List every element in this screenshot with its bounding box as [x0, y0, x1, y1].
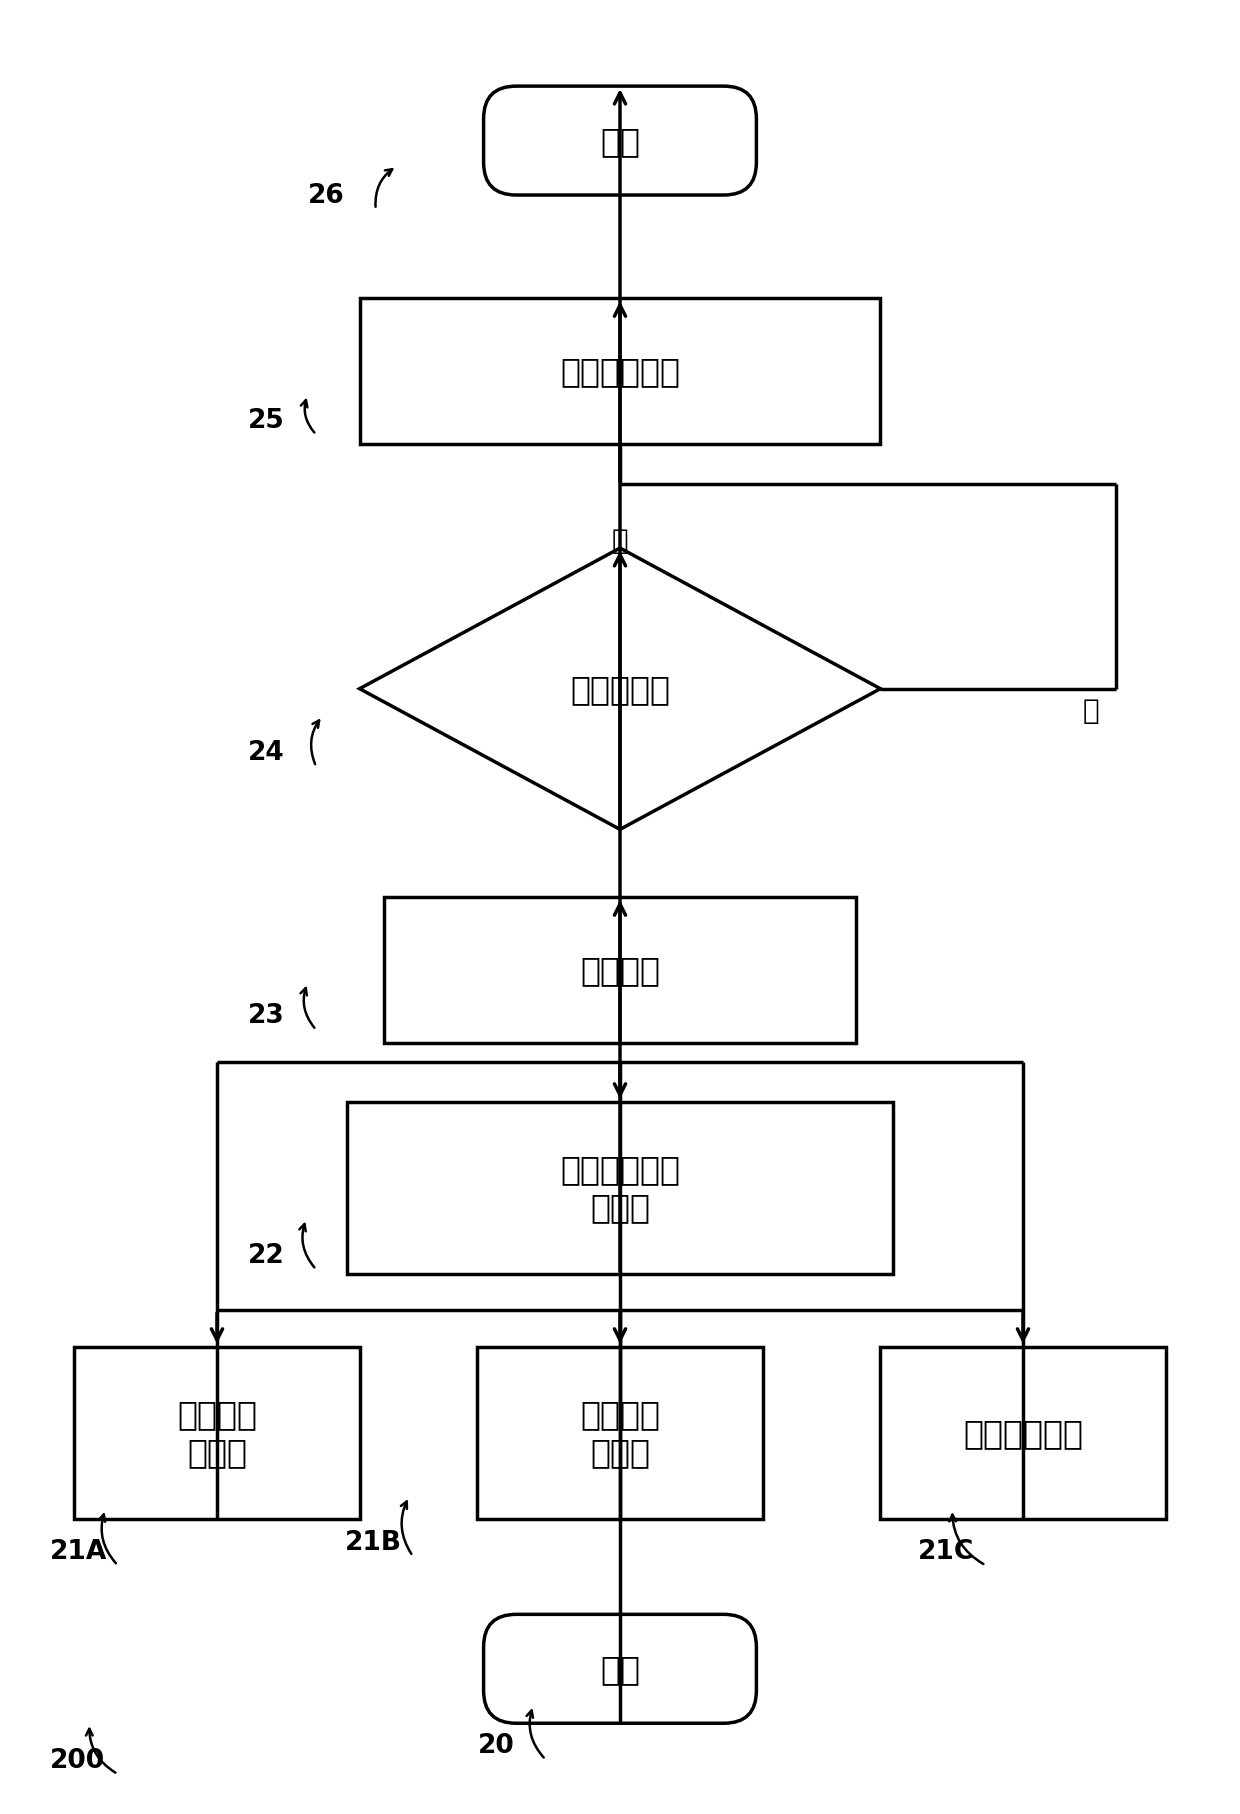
Text: 发出故障信号: 发出故障信号: [560, 356, 680, 388]
Text: 否: 否: [611, 526, 629, 555]
Text: 是: 是: [1083, 697, 1100, 726]
Text: 21A: 21A: [50, 1538, 107, 1564]
Text: 200: 200: [50, 1747, 104, 1772]
Text: 23: 23: [248, 1003, 285, 1029]
Bar: [74, 1348, 360, 1520]
Text: 21B: 21B: [345, 1529, 402, 1555]
Bar: [477, 1348, 763, 1520]
Bar: [347, 1103, 893, 1275]
Bar: [384, 898, 856, 1043]
Text: 开始: 开始: [600, 1653, 640, 1685]
Text: 确定第一滤波
的电流: 确定第一滤波 的电流: [560, 1152, 680, 1224]
Text: 20: 20: [477, 1732, 515, 1758]
Text: 确定第二
相电流: 确定第二 相电流: [580, 1397, 660, 1469]
FancyBboxPatch shape: [484, 87, 756, 196]
Text: 停止: 停止: [600, 125, 640, 158]
Text: 确定零序电流: 确定零序电流: [963, 1417, 1083, 1449]
Text: 22: 22: [248, 1243, 285, 1268]
Text: 相同方向？: 相同方向？: [570, 673, 670, 706]
Polygon shape: [360, 550, 880, 831]
Bar: [360, 299, 880, 444]
Text: 确定第一
相电流: 确定第一 相电流: [177, 1397, 257, 1469]
Text: 26: 26: [308, 183, 345, 209]
FancyBboxPatch shape: [484, 1614, 756, 1723]
Text: 25: 25: [248, 408, 285, 434]
Bar: [880, 1348, 1166, 1520]
Text: 24: 24: [248, 740, 285, 766]
Text: 21C: 21C: [918, 1538, 973, 1564]
Text: 确定方向: 确定方向: [580, 954, 660, 987]
